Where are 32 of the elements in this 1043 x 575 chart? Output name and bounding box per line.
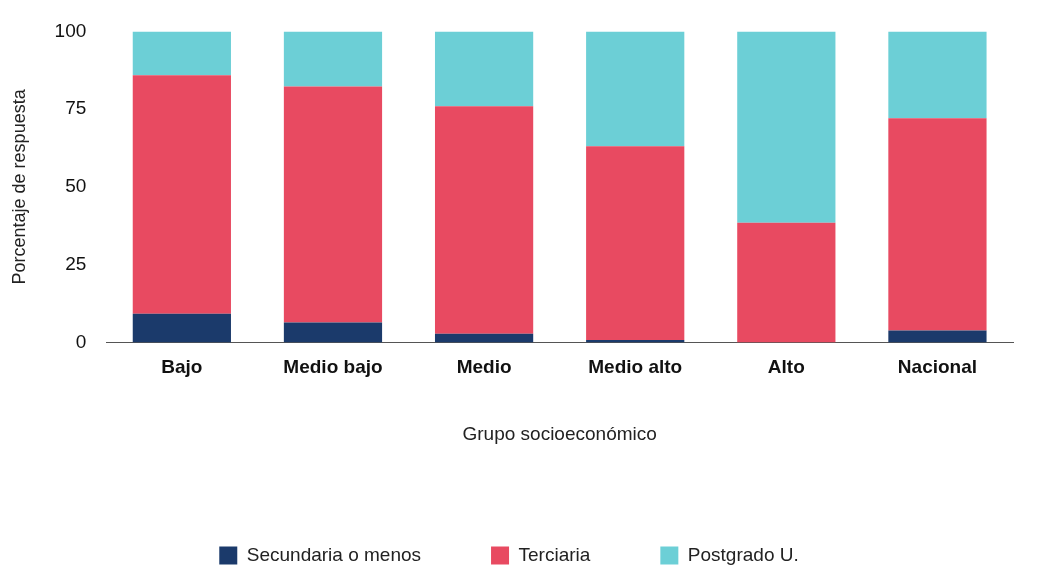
bar bbox=[888, 330, 987, 343]
x-tick-label: Bajo bbox=[161, 356, 203, 378]
bar bbox=[737, 31, 836, 223]
bar bbox=[434, 106, 534, 334]
bar bbox=[737, 222, 836, 343]
bar bbox=[132, 75, 231, 314]
x-tick-label: Medio bajo bbox=[283, 356, 383, 378]
legend-label: Secundaria o menos bbox=[246, 543, 422, 565]
y-tick-label: 0 bbox=[75, 330, 87, 352]
bar bbox=[888, 31, 987, 119]
bar bbox=[132, 31, 231, 76]
x-axis-title: Grupo socioeconómico bbox=[462, 422, 657, 444]
y-axis-title: Porcentaje de respuesta bbox=[8, 88, 29, 285]
y-tick-label: 100 bbox=[54, 19, 87, 41]
x-tick-label: Nacional bbox=[897, 356, 978, 378]
x-tick-label: Alto bbox=[767, 356, 805, 378]
bar bbox=[283, 322, 383, 343]
bar bbox=[132, 313, 231, 343]
bar bbox=[586, 31, 685, 147]
y-tick-label: 75 bbox=[65, 97, 87, 119]
y-tick-label: 25 bbox=[65, 252, 87, 274]
bar bbox=[888, 118, 987, 331]
bar bbox=[586, 146, 685, 340]
bar bbox=[283, 31, 383, 87]
bar bbox=[434, 31, 534, 107]
legend-label: Terciaria bbox=[518, 543, 591, 565]
legend-label: Postgrado U. bbox=[687, 543, 799, 565]
bar bbox=[283, 86, 383, 323]
x-tick-label: Medio bbox=[456, 356, 512, 378]
bar bbox=[434, 333, 534, 343]
y-tick-label: 50 bbox=[65, 175, 87, 197]
x-tick-label: Medio alto bbox=[588, 356, 683, 378]
